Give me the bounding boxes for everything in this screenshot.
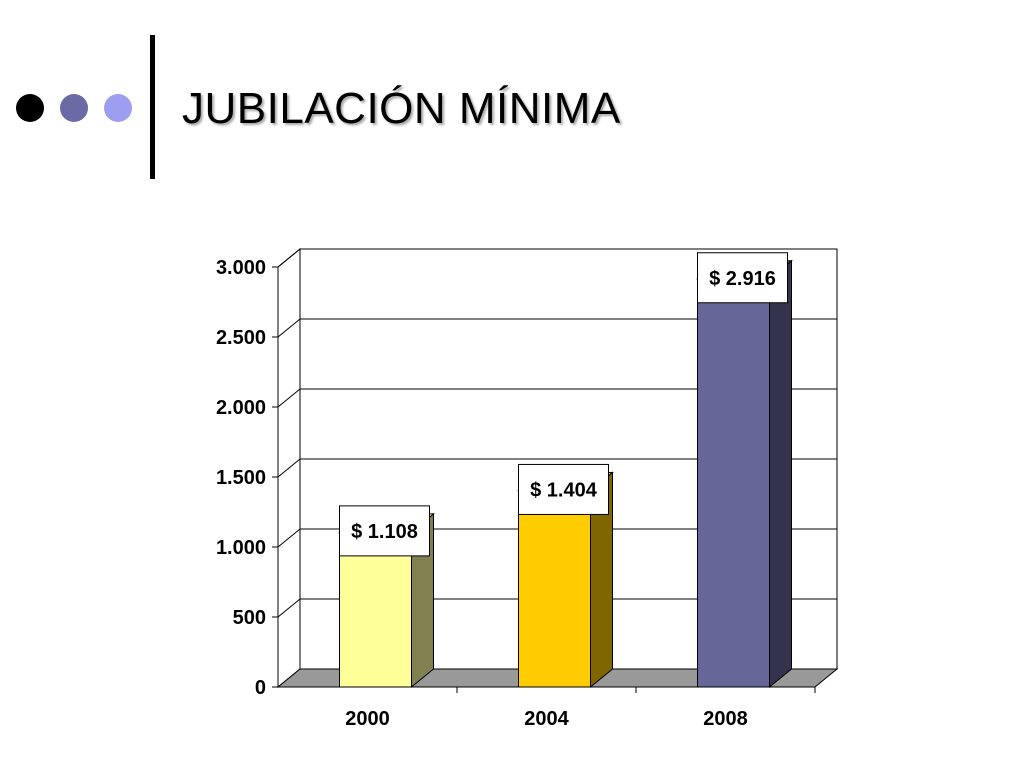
y-tick-label: 1.000: [216, 537, 266, 559]
gridline-side: [277, 248, 301, 268]
data-label-box: [339, 505, 430, 557]
data-label: $ 1.404: [530, 479, 598, 501]
y-tick-label: 2.500: [216, 327, 266, 349]
y-tick-label: 500: [233, 607, 266, 629]
x-tick-label: 2000: [345, 708, 390, 730]
y-tick-label: 3.000: [216, 257, 266, 279]
x-tick-label: 2008: [703, 708, 748, 730]
black-bullet-icon: [16, 94, 44, 122]
data-label: $ 1.108: [351, 521, 418, 543]
data-label: $ 2.916: [709, 268, 776, 290]
data-label-box: [697, 252, 788, 304]
gridline-side: [277, 458, 301, 478]
lavender-bullet-icon: [104, 94, 132, 122]
purple-bullet-icon: [60, 94, 88, 122]
data-label-box: [518, 463, 609, 515]
slide-title: JUBILACIÓN MÍNIMA: [182, 84, 621, 133]
title-divider: [150, 35, 155, 179]
y-tick-label: 0: [255, 677, 266, 699]
y-tick-label: 2.000: [216, 397, 266, 419]
gridline-side: [277, 598, 301, 618]
x-tick-label: 2004: [524, 708, 569, 730]
gridline-side: [277, 388, 301, 408]
y-tick-label: 1.500: [216, 467, 266, 489]
gridline-side: [277, 528, 301, 548]
bar-side: [769, 259, 792, 689]
gridline-side: [277, 318, 301, 338]
bar: [697, 278, 770, 688]
bar: [518, 489, 591, 688]
bar: [339, 531, 412, 688]
